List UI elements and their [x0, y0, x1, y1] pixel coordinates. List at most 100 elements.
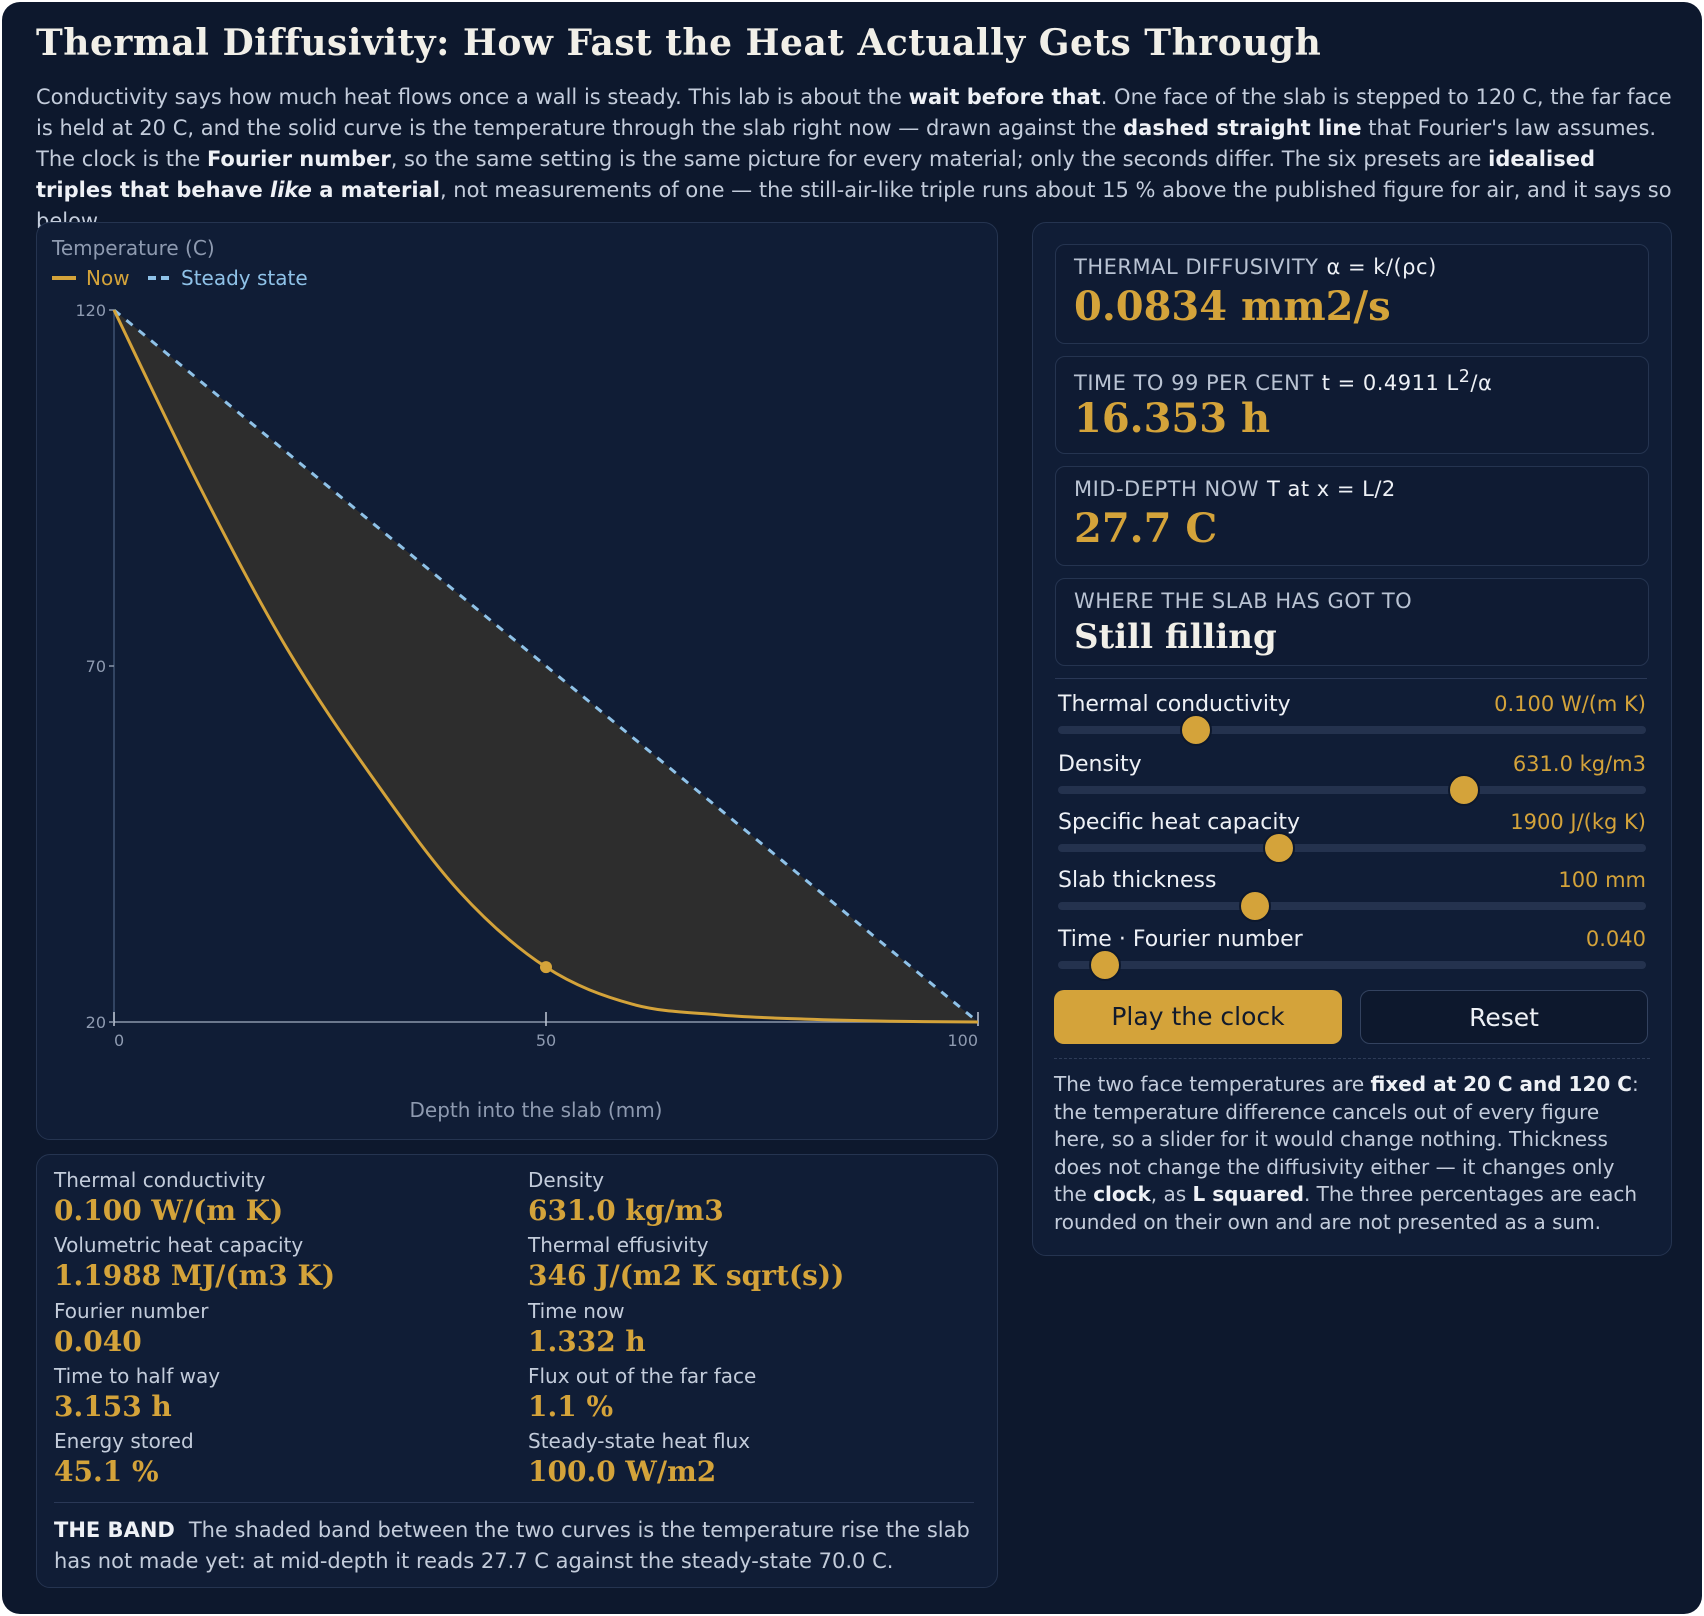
note-emphasis: fixed at 20 C and 120 C: [1370, 1072, 1632, 1096]
now-curve: [112, 309, 979, 1024]
slider-label: Thermal conductivity: [1058, 692, 1291, 717]
stat-far-face-flux: Flux out of the far face 1.1 %: [528, 1363, 968, 1425]
slider-slab-thickness[interactable]: Slab thickness 100 mm: [1058, 868, 1646, 926]
card-key: WHERE THE SLAB HAS GOT TO: [1074, 589, 1413, 613]
temperature-profile-chart: Temperature (C) Now Steady state 0 50 100 1…: [51, 236, 979, 1122]
x-tick-label: 100: [947, 1031, 978, 1050]
stat-label: Time now: [528, 1299, 625, 1323]
legend-now-label: Now: [86, 266, 130, 290]
assumptions-note: The two face temperatures are fixed at 2…: [1054, 1058, 1650, 1236]
stat-value: 0.040: [54, 1325, 142, 1358]
y-tick-label: 70: [86, 657, 106, 676]
stat-value: 3.153 h: [54, 1390, 172, 1423]
stat-label: Density: [528, 1168, 605, 1192]
stat-label: Steady-state heat flux: [528, 1429, 751, 1453]
stat-value: 1.1988 MJ/(m3 K): [54, 1259, 336, 1292]
intro-text-part: Conductivity says how much heat flows on…: [36, 85, 909, 109]
slider-value: 631.0 kg/m3: [1512, 752, 1646, 776]
stat-time-now: Time now 1.332 h: [528, 1298, 968, 1360]
diffusivity-card: THERMAL DIFFUSIVITY α = k/(ρc) 0.0834 mm2…: [1055, 244, 1649, 344]
slider-track[interactable]: [1058, 844, 1646, 852]
time-to-99-card: TIME TO 99 PER CENT t = 0.4911 L2/α 16.35…: [1055, 356, 1649, 454]
slider-thumb[interactable]: [1262, 832, 1295, 864]
y-axis-label: Temperature (C): [51, 236, 215, 260]
slider-value: 100 mm: [1558, 868, 1646, 892]
stat-label: Energy stored: [54, 1429, 194, 1453]
stat-value: 100.0 W/m2: [528, 1455, 717, 1488]
slab-status-card: WHERE THE SLAB HAS GOT TO Still filling: [1055, 578, 1649, 666]
slider-time-fourier-number[interactable]: Time · Fourier number 0.040: [1058, 927, 1646, 985]
stat-value: 631.0 kg/m3: [528, 1194, 724, 1227]
stat-fourier-number: Fourier number 0.040: [54, 1298, 494, 1360]
mid-depth-card: MID-DEPTH NOW T at x = L/2 27.7 C: [1055, 466, 1649, 566]
stat-label: Volumetric heat capacity: [54, 1233, 304, 1257]
mid-depth-marker: [540, 961, 552, 974]
slider-density[interactable]: Density 631.0 kg/m3: [1058, 752, 1646, 810]
card-key: TIME TO 99 PER CENT: [1074, 371, 1314, 395]
time-to-99-value: 16.353 h: [1074, 395, 1271, 442]
stat-label: Time to half way: [54, 1364, 221, 1388]
slider-thumb[interactable]: [1180, 714, 1213, 746]
band-text: The shaded band between the two curves i…: [54, 1518, 970, 1573]
card-key: THERMAL DIFFUSIVITY: [1074, 255, 1319, 279]
stat-label: Thermal conductivity: [54, 1168, 266, 1192]
card-key: MID-DEPTH NOW: [1074, 477, 1259, 501]
stat-label: Fourier number: [54, 1299, 209, 1323]
stat-energy-stored: Energy stored 45.1 %: [54, 1428, 494, 1490]
legend-steady-label: Steady state: [181, 266, 308, 290]
slider-track[interactable]: [1058, 786, 1646, 794]
slider-thermal-conductivity[interactable]: Thermal conductivity 0.100 W/(m K): [1058, 692, 1646, 750]
stat-volumetric-heat-capacity: Volumetric heat capacity 1.1988 MJ/(m3 K): [54, 1232, 494, 1294]
intro-emphasis: idealised triples that behave like a mat…: [36, 147, 1595, 202]
slider-value: 0.040: [1585, 927, 1646, 951]
divider: [1055, 678, 1647, 679]
card-formula: T at x = L/2: [1266, 477, 1396, 501]
intro-text: Conductivity says how much heat flows on…: [36, 82, 1672, 237]
play-clock-button[interactable]: Play the clock: [1054, 990, 1342, 1044]
band-explanation: THE BAND The shaded band between the two …: [54, 1502, 974, 1577]
card-heading: MID-DEPTH NOW T at x = L/2: [1074, 477, 1396, 501]
slider-thumb[interactable]: [1089, 949, 1122, 981]
formula-exponent: 2: [1458, 367, 1471, 387]
x-tick-label: 50: [536, 1031, 556, 1050]
slider-track[interactable]: [1058, 902, 1646, 910]
x-axis-label: Depth into the slab (mm): [410, 1098, 663, 1122]
stat-density: Density 631.0 kg/m3: [528, 1167, 968, 1229]
x-tick-label: 0: [114, 1031, 124, 1050]
mid-depth-value: 27.7 C: [1074, 505, 1218, 552]
slider-label: Density: [1058, 752, 1142, 777]
stat-steady-state-flux: Steady-state heat flux 100.0 W/m2: [528, 1428, 968, 1490]
slab-status-value: Still filling: [1074, 617, 1277, 657]
intro-emphasis-part: a material: [311, 178, 440, 202]
steady-state-line: [113, 308, 979, 1024]
intro-text-part: , so the same setting is the same pictur…: [390, 147, 1489, 171]
page-title: Thermal Diffusivity: How Fast the Heat A…: [36, 22, 1322, 64]
intro-text-part: that Fourier's law assumes. The clock is…: [36, 116, 1657, 171]
slider-thumb[interactable]: [1447, 774, 1480, 806]
stat-thermal-conductivity: Thermal conductivity 0.100 W/(m K): [54, 1167, 494, 1229]
stat-label: Thermal effusivity: [528, 1233, 709, 1257]
intro-emphasis: wait before that: [908, 85, 1101, 109]
slider-track[interactable]: [1058, 961, 1646, 969]
stat-label: Flux out of the far face: [528, 1364, 757, 1388]
note-emphasis: clock: [1093, 1182, 1151, 1206]
slider-track[interactable]: [1058, 726, 1646, 734]
intro-emphasis-part: idealised triples that behave: [36, 147, 1595, 202]
note-emphasis: L squared: [1192, 1182, 1304, 1206]
slider-value: 1900 J/(kg K): [1510, 810, 1646, 834]
slider-thumb[interactable]: [1238, 890, 1271, 922]
slider-label: Specific heat capacity: [1058, 810, 1301, 835]
slider-value: 0.100 W/(m K): [1494, 692, 1646, 716]
card-heading: THERMAL DIFFUSIVITY α = k/(ρc): [1074, 255, 1437, 279]
stat-time-to-half-way: Time to half way 3.153 h: [54, 1363, 494, 1425]
intro-emphasis: dashed straight line: [1123, 116, 1362, 140]
slider-label: Slab thickness: [1058, 868, 1217, 893]
note-text: : the temperature difference cancels out…: [1054, 1072, 1639, 1206]
formula-part: t = 0.4911 L: [1321, 371, 1459, 395]
card-formula: α = k/(ρc): [1326, 255, 1437, 279]
reset-button[interactable]: Reset: [1360, 990, 1648, 1044]
band-heading: THE BAND: [54, 1518, 175, 1542]
stat-value: 0.100 W/(m K): [54, 1194, 284, 1227]
slider-specific-heat-capacity[interactable]: Specific heat capacity 1900 J/(kg K): [1058, 810, 1646, 868]
